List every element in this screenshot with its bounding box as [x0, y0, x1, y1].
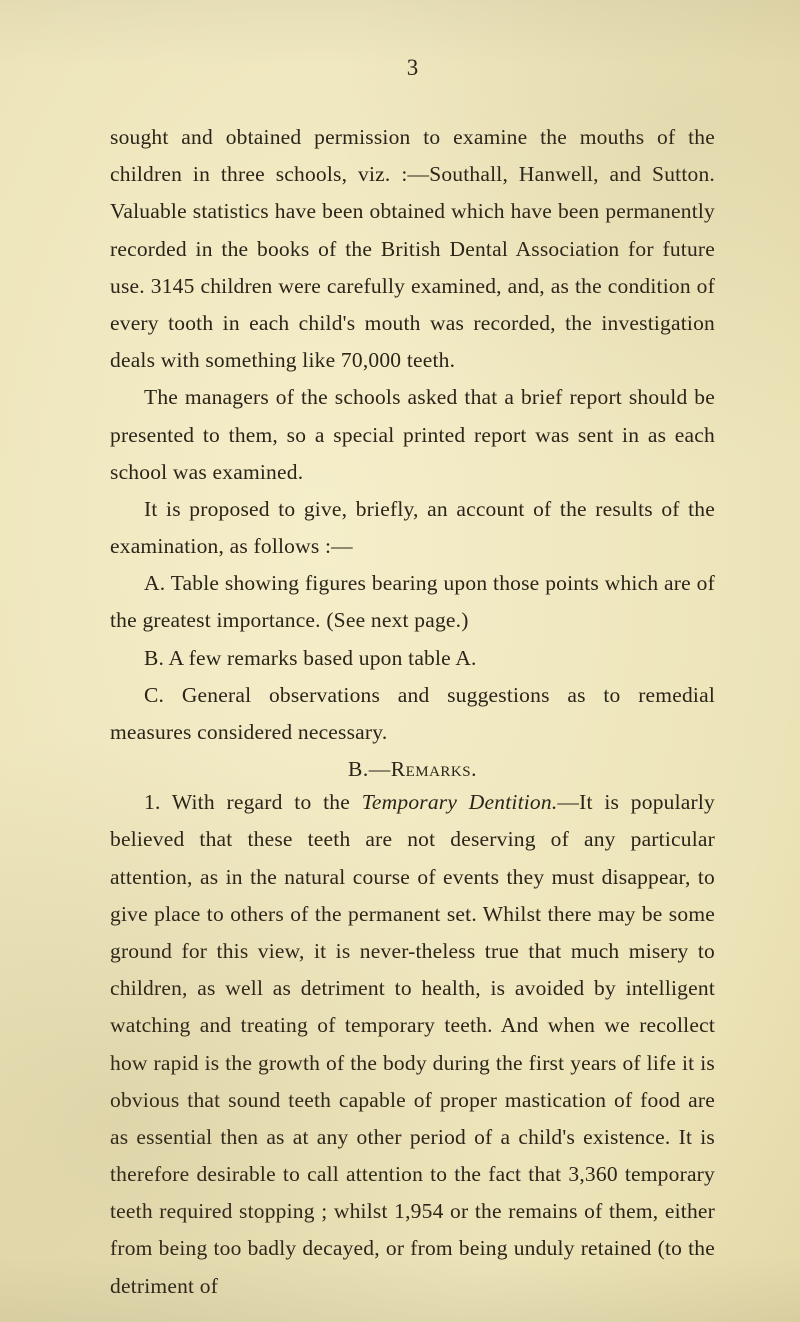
paragraph-7: 1. With regard to the Temporary Dentitio…	[110, 784, 715, 1305]
page-number: 3	[110, 55, 715, 81]
paragraph-1: sought and obtained permission to examin…	[110, 119, 715, 379]
section-heading-remarks: B.—Remarks.	[110, 757, 715, 782]
paragraph-4-item-a: A. Table showing figures bearing upon th…	[110, 565, 715, 639]
p7-italic-phrase: Temporary Dentition.	[362, 790, 558, 814]
heading-text: B.—Remarks.	[348, 757, 477, 781]
paragraph-6-item-c: C. General observations and suggestions …	[110, 677, 715, 751]
paragraph-5-item-b: B. A few remarks based upon table A.	[110, 640, 715, 677]
p7-lead: 1. With regard to the	[144, 790, 362, 814]
p7-rest: —It is popularly believed that these tee…	[110, 790, 715, 1297]
paragraph-2: The managers of the schools asked that a…	[110, 379, 715, 491]
document-page: 3 sought and obtained permission to exam…	[0, 0, 800, 1322]
paragraph-3: It is proposed to give, briefly, an acco…	[110, 491, 715, 565]
